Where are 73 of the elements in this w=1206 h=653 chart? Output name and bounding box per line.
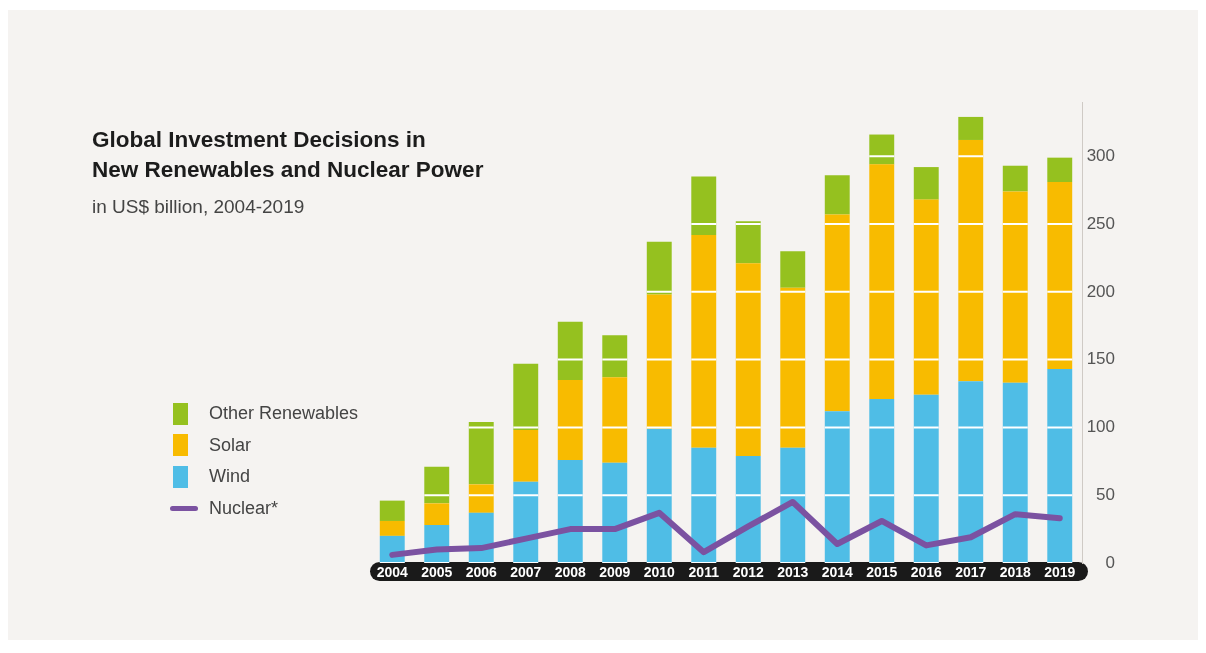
legend-label: Nuclear* <box>209 497 279 519</box>
bar <box>1047 157 1073 182</box>
bar <box>646 294 672 429</box>
bar <box>1002 382 1028 563</box>
bar <box>780 447 806 563</box>
bar <box>824 411 850 563</box>
x-tick-label: 2018 <box>999 564 1032 581</box>
x-tick-label: 2011 <box>688 564 720 581</box>
bar <box>1047 369 1073 563</box>
legend-label: Wind <box>209 466 251 488</box>
y-tick-label: 250 <box>1086 213 1115 233</box>
x-tick-label: 2013 <box>777 564 809 581</box>
bar <box>513 430 539 482</box>
bar <box>513 363 539 431</box>
x-tick-label: 2010 <box>643 564 676 581</box>
text: Global Investment Decisions in New Renewables and Nuclear Power <box>92 126 484 184</box>
bar <box>557 379 583 460</box>
y-tick-label: 0 <box>1105 552 1115 572</box>
bar <box>780 287 806 448</box>
bar <box>424 503 450 526</box>
bar <box>1047 182 1073 370</box>
x-tick-label: 2019 <box>1044 564 1076 581</box>
bar <box>869 164 895 399</box>
x-tick-label: 2016 <box>910 564 943 581</box>
bar <box>824 214 850 412</box>
bar <box>691 234 717 448</box>
bar <box>958 139 984 382</box>
bar <box>913 199 939 395</box>
bar <box>1002 165 1028 192</box>
x-tick-label: 2008 <box>554 564 587 581</box>
y-tick-label: 100 <box>1086 417 1115 437</box>
bar <box>379 500 405 521</box>
bar <box>602 462 628 563</box>
bar <box>557 321 583 380</box>
bar <box>646 241 672 295</box>
bar <box>691 447 717 563</box>
bar <box>602 377 628 463</box>
x-tick-label: 2006 <box>465 564 498 581</box>
bar <box>958 381 984 563</box>
x-tick-label: 2015 <box>866 564 898 581</box>
x-tick-label: 2007 <box>510 564 542 581</box>
bar <box>735 263 761 456</box>
bar <box>468 421 494 485</box>
text: in US$ billion, 2004-2019 <box>92 195 305 219</box>
bar <box>869 398 895 563</box>
bar <box>869 134 895 165</box>
bar <box>602 335 628 378</box>
y-tick-label: 300 <box>1086 145 1115 165</box>
y-tick-label: 150 <box>1086 349 1115 369</box>
bar <box>646 428 672 563</box>
x-tick-label: 2004 <box>376 564 409 581</box>
bar <box>824 175 850 215</box>
bar <box>913 167 939 200</box>
bar <box>913 394 939 563</box>
bar <box>691 176 717 235</box>
bar <box>735 221 761 264</box>
bar <box>958 116 984 140</box>
x-tick-label: 2017 <box>955 564 987 581</box>
bar <box>1002 191 1028 383</box>
bar <box>735 455 761 563</box>
legend-label: Other Renewables <box>209 403 359 425</box>
legend-label: Solar <box>209 434 252 456</box>
bar <box>557 459 583 563</box>
bar <box>424 466 450 504</box>
bar <box>780 251 806 288</box>
bar <box>468 484 494 513</box>
x-tick-label: 2012 <box>732 564 765 581</box>
x-tick-label: 2014 <box>821 564 854 581</box>
bar <box>379 520 405 536</box>
y-tick-label: 200 <box>1086 281 1115 301</box>
y-tick-label: 50 <box>1096 484 1115 504</box>
x-tick-label: 2009 <box>599 564 631 581</box>
x-tick-label: 2005 <box>421 564 453 581</box>
